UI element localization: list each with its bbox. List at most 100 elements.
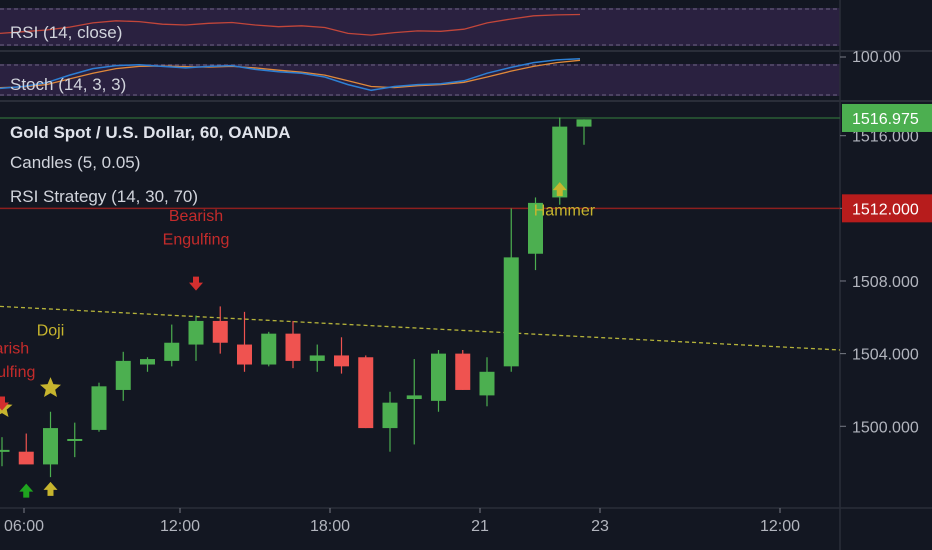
candle — [334, 337, 349, 374]
price-tick-label: 1500.000 — [852, 419, 919, 436]
candle — [309, 344, 325, 372]
candle — [164, 324, 180, 367]
current-price-tag: 1516.975 — [842, 103, 932, 132]
candle-body — [188, 320, 204, 345]
candle — [382, 391, 398, 452]
candle-body — [140, 359, 155, 365]
rsi-band — [0, 8, 840, 46]
arrow-down-marker — [189, 276, 203, 291]
pattern-annotation: Bearish — [0, 341, 29, 358]
candle — [237, 311, 252, 372]
arrow-up-marker — [43, 481, 58, 496]
stoch-k-line — [0, 58, 581, 92]
legend: Gold Spot / U.S. Dollar, 60, OANDA Candl… — [10, 123, 291, 206]
arrow-up-marker — [552, 182, 567, 197]
candle — [91, 382, 107, 432]
candle-body — [358, 357, 374, 429]
candle — [528, 197, 543, 271]
candle — [43, 411, 58, 478]
indicator-rsi-strategy-label[interactable]: RSI Strategy (14, 30, 70) — [10, 187, 198, 206]
doji-star-marker — [40, 377, 61, 397]
level-price-box — [842, 194, 932, 223]
candle — [431, 349, 446, 412]
time-tick-label: 18:00 — [310, 518, 350, 535]
pattern-annotation: Hammer — [534, 203, 596, 220]
candle-body — [67, 438, 83, 441]
candle — [406, 359, 422, 445]
time-tick-label: 12:00 — [760, 518, 800, 535]
candle — [285, 320, 301, 369]
stoch-d-line — [0, 59, 581, 89]
instrument-title[interactable]: Gold Spot / U.S. Dollar, 60, OANDA — [10, 123, 291, 142]
candle-body — [552, 126, 568, 198]
trendline — [0, 305, 841, 351]
candle-body — [576, 119, 592, 127]
pattern-annotation: Engulfing — [163, 232, 230, 249]
candle-body — [406, 395, 422, 400]
price-tick-label: 1504.000 — [852, 347, 919, 364]
arrow-down-marker — [0, 396, 9, 411]
pattern-annotation: Doji — [37, 322, 65, 339]
level-price-tag: 1512.000 — [842, 194, 932, 223]
candle — [188, 315, 204, 361]
annotations-group: OjiBearishEngulfingDojiBearishEngulfingH… — [0, 203, 596, 382]
candle — [18, 433, 34, 465]
time-tick-label: 06:00 — [4, 518, 44, 535]
candle-body — [164, 342, 180, 361]
candle — [455, 349, 471, 390]
signals-group — [0, 182, 567, 498]
rsi-line — [0, 13, 581, 36]
candle-body — [261, 333, 277, 365]
candle-body — [503, 257, 519, 367]
candle-body — [528, 202, 543, 254]
candle-body — [382, 402, 398, 429]
time-axis[interactable]: 06:00 12:00 18:00 21 23 12:00 — [0, 507, 932, 535]
candle-body — [115, 360, 131, 390]
rsi-pane: RSI (14, close) — [0, 8, 840, 46]
candle — [479, 357, 495, 407]
candle — [212, 306, 228, 354]
candle — [576, 119, 592, 145]
price-tick-label: 1508.000 — [852, 274, 919, 291]
candle-body — [91, 386, 107, 430]
indicator-candles-label[interactable]: Candles (5, 0.05) — [10, 153, 140, 172]
candle-body — [18, 451, 34, 465]
candle — [503, 208, 519, 372]
candle-body — [285, 333, 301, 361]
rsi-pane-label: RSI (14, close) — [10, 23, 122, 42]
candle-body — [455, 353, 471, 390]
candles-group — [0, 117, 592, 478]
current-price-box — [842, 103, 932, 132]
candle — [115, 351, 131, 401]
candle-body — [0, 449, 10, 452]
pattern-annotation: Engulfing — [0, 364, 35, 381]
arrow-up-marker — [19, 483, 34, 498]
main-price-pane[interactable]: OjiBearishEngulfingDojiBearishEngulfingH… — [0, 117, 841, 498]
pattern-annotation: Bearish — [169, 208, 223, 225]
candle-body — [43, 428, 58, 465]
stoch-pane: Stoch (14, 3, 3) — [0, 50, 932, 102]
candle-body — [212, 320, 228, 343]
time-tick-label: 21 — [471, 518, 489, 535]
current-price-label: 1516.975 — [852, 111, 919, 128]
candle-body — [334, 355, 349, 367]
candle — [261, 331, 277, 367]
stoch-axis-tick-label: 100.00 — [852, 49, 901, 66]
level-price-label: 1512.000 — [852, 201, 919, 218]
stoch-pane-label: Stoch (14, 3, 3) — [10, 75, 126, 94]
candle — [140, 357, 155, 372]
candle-body — [237, 344, 252, 365]
time-tick-label: 23 — [591, 518, 609, 535]
candle-body — [479, 371, 495, 396]
stoch-band — [0, 64, 840, 96]
candle — [0, 437, 10, 467]
price-tick-label: 1516.000 — [852, 129, 919, 146]
candle — [67, 422, 83, 458]
time-tick-group: 06:00 12:00 18:00 21 23 12:00 — [4, 508, 800, 535]
candle — [358, 355, 374, 429]
candle-body — [309, 355, 325, 361]
candle-body — [431, 353, 446, 401]
time-tick-label: 12:00 — [160, 518, 200, 535]
